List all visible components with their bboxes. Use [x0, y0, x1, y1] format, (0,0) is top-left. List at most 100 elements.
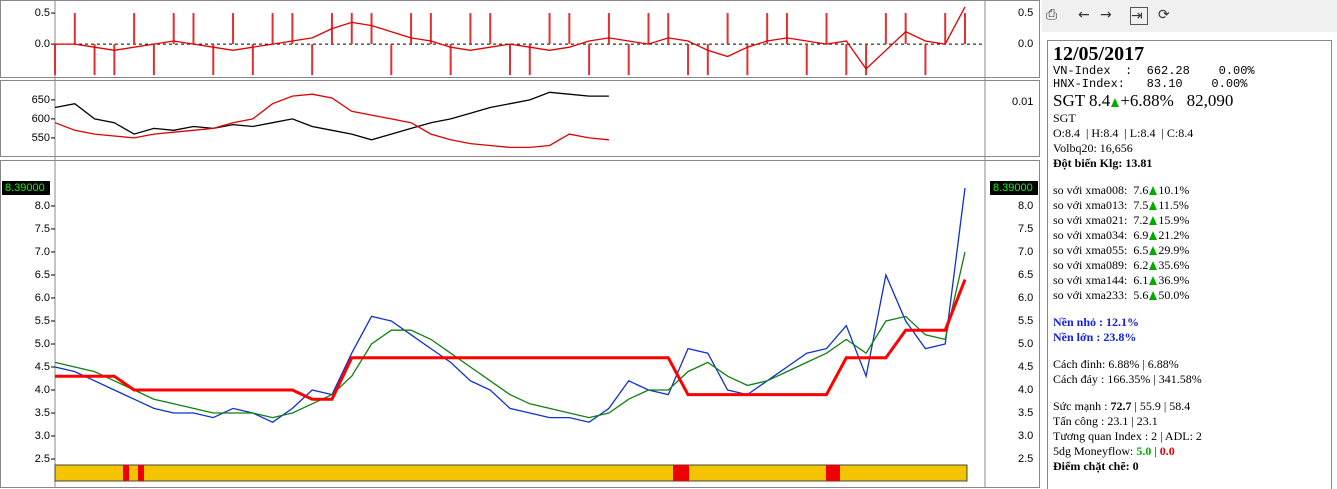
ma-label: so với xma008: 7.6 — [1053, 183, 1149, 197]
ma-pct: 10.1% — [1158, 183, 1190, 197]
y-tick-label: 5.0 — [35, 338, 50, 350]
sep: | — [1151, 444, 1160, 458]
stock-line: SGT 8.4 +6.88% 82,090 — [1053, 91, 1326, 111]
ma-label: so với xma013: 7.5 — [1053, 198, 1149, 212]
signal-mark — [826, 465, 840, 481]
ohlc: O:8.4 | H:8.4 | L:8.4 | C:8.4 — [1053, 126, 1194, 140]
ma-label: so với xma144: 6.1 — [1053, 273, 1149, 287]
label: Sức mạnh : — [1053, 399, 1111, 413]
last-price-label: 8.39000 — [5, 182, 45, 194]
y-tick-label: 650 — [32, 94, 50, 106]
ma-pct: 36.9% — [1158, 273, 1190, 287]
code: SGT — [1053, 111, 1076, 125]
up-arrow — [1149, 216, 1158, 225]
series-line — [55, 279, 967, 401]
y-tick-label: 7.5 — [1018, 223, 1033, 235]
y-tick-label: 8.0 — [35, 200, 50, 212]
y-tick-label: 3.5 — [35, 407, 50, 419]
series-line — [54, 93, 609, 149]
ma-label: so với xma233: 5.6 — [1053, 288, 1149, 302]
info-panel: 12/05/2017 VN-Index : 662.28 0.00% HNX-I… — [1047, 40, 1332, 489]
ma-pct: 21.2% — [1158, 228, 1190, 242]
y-tick-label: 600 — [32, 113, 50, 125]
index-line: VN-Index : 662.28 0.00% — [1053, 64, 1255, 78]
from-top: Cách đỉnh: 6.88% | 6.88% — [1053, 357, 1179, 371]
y-tick-label: 550 — [32, 132, 50, 144]
ma-label: so với xma089: 6.2 — [1053, 258, 1149, 272]
panel-frame — [0, 160, 1040, 488]
y-tick-label: 5.5 — [1018, 315, 1033, 327]
y-tick-label: 3.0 — [1018, 430, 1033, 442]
up-arrow — [1149, 291, 1158, 300]
ma-row: so với xma034: 6.9 21.2% — [1053, 228, 1326, 243]
ma-pct: 35.6% — [1158, 258, 1190, 272]
y-tick-label: 7.0 — [1018, 246, 1033, 258]
panel-frame — [0, 0, 1040, 78]
value: 72.7 — [1110, 399, 1132, 413]
stock-price: SGT 8.4 — [1053, 91, 1111, 110]
up-arrow — [1149, 276, 1158, 285]
spike: Đột biến Klg: 13.81 — [1053, 156, 1153, 170]
y-tick-label: 7.5 — [35, 223, 50, 235]
up-arrow — [1149, 246, 1158, 255]
y-tick-label: 0.5 — [35, 7, 50, 19]
signal-mark — [138, 465, 144, 481]
strength: Sức mạnh : 72.7 | 55.9 | 58.4 — [1053, 399, 1326, 414]
signal-mark — [673, 465, 689, 481]
y-tick-label: 7.0 — [35, 246, 50, 258]
corr: Tương quan Index : 2 | ADL: 2 — [1053, 429, 1202, 443]
ma-label: so với xma055: 6.5 — [1053, 243, 1149, 257]
moneyflow: 5dg Moneyflow: 5.0 | 0.0 — [1053, 444, 1326, 459]
refresh-button[interactable]: ⟳ — [1158, 7, 1170, 23]
up-arrow — [1149, 186, 1158, 195]
up-arrow — [1111, 98, 1120, 107]
y-tick-label: 4.5 — [35, 361, 50, 373]
last-price-box — [2, 181, 50, 196]
label: 5dg Moneyflow: — [1053, 444, 1137, 458]
ma-row: so với xma089: 6.2 35.6% — [1053, 258, 1326, 273]
attack: Tấn công : 23.1 | 23.1 — [1053, 414, 1158, 428]
y-tick-label: 2.5 — [35, 453, 50, 465]
y-tick-label: 8.0 — [1018, 200, 1033, 212]
ma-pct: 15.9% — [1158, 213, 1190, 227]
y-tick-label: 0.5 — [1018, 7, 1033, 19]
end-button[interactable]: ⇥ — [1130, 7, 1148, 25]
value: 0.0 — [1159, 444, 1175, 458]
signal-strip — [54, 464, 968, 482]
y-tick-label: 0.0 — [35, 38, 50, 50]
y-tick-label: 2.5 — [1018, 453, 1033, 465]
y2-label: 0.01 — [1012, 96, 1033, 108]
series-line — [54, 187, 966, 423]
stock-volume: 82,090 — [1186, 91, 1234, 110]
last-price-box — [990, 181, 1038, 196]
y-tick-label: 5.5 — [35, 315, 50, 327]
y-tick-label: 5.0 — [1018, 338, 1033, 350]
panel-frame — [0, 80, 1040, 157]
ma-row: so với xma233: 5.6 50.0% — [1053, 288, 1326, 303]
volbq: Volbq20: 16,656 — [1053, 141, 1133, 155]
ma-row: so với xma013: 7.5 11.5% — [1053, 198, 1326, 213]
up-arrow — [1149, 231, 1158, 240]
back-button[interactable]: ← — [1078, 7, 1090, 23]
y-tick-label: 4.0 — [35, 384, 50, 396]
series-line — [54, 91, 609, 141]
stock-change: +6.88% — [1120, 91, 1174, 110]
base-small: Nền nhỏ : 12.1% — [1053, 315, 1140, 329]
from-bottom: Cách đáy : 166.35% | 341.58% — [1053, 372, 1202, 386]
y-tick-label: 3.5 — [1018, 407, 1033, 419]
signal-mark — [123, 465, 129, 481]
series-line — [54, 251, 966, 419]
y-tick-label: 4.0 — [1018, 384, 1033, 396]
y-tick-label: 6.5 — [35, 269, 50, 281]
value: 5.0 — [1136, 444, 1152, 458]
series-line — [55, 6, 966, 70]
ma-pct: 29.9% — [1158, 243, 1190, 257]
date: 12/05/2017 — [1053, 43, 1145, 65]
base-large: Nền lớn : 23.8% — [1053, 330, 1137, 344]
ma-label: so với xma021: 7.2 — [1053, 213, 1149, 227]
y-tick-label: 0.0 — [1018, 38, 1033, 50]
forward-button[interactable]: → — [1100, 7, 1112, 23]
print-button[interactable]: ⎙ — [1046, 7, 1058, 23]
tight: Điểm chặt chẽ: 0 — [1053, 459, 1139, 473]
